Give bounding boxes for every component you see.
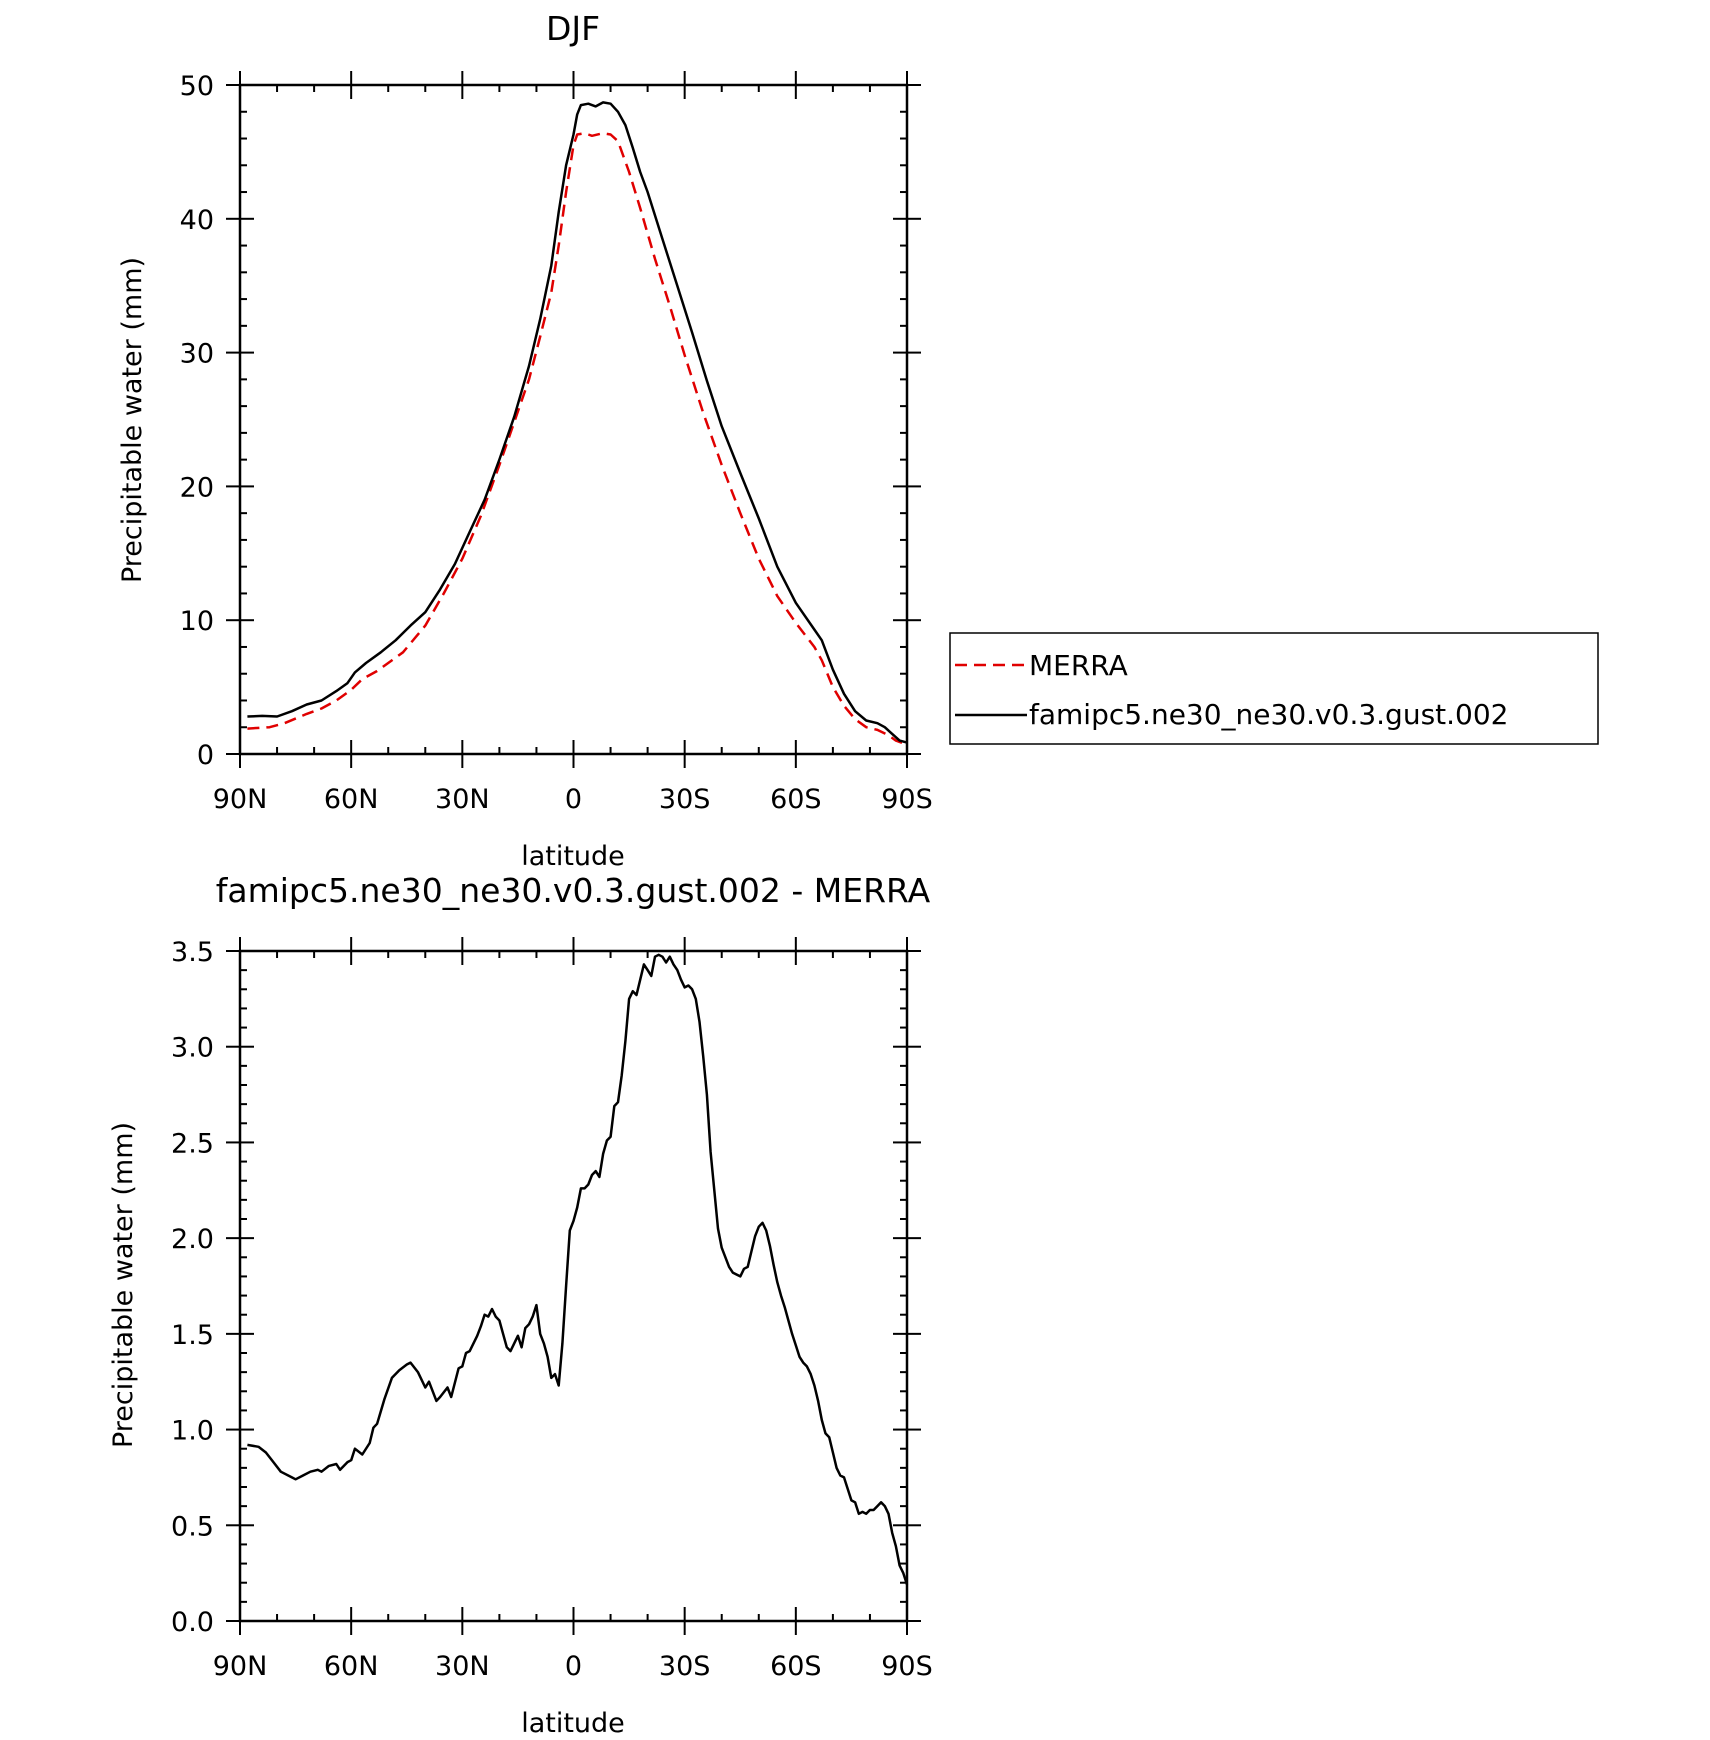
x-tick-label: 30S bbox=[659, 784, 711, 815]
y-tick-label: 2.0 bbox=[171, 1224, 214, 1255]
x-tick-label: 60N bbox=[324, 1651, 379, 1682]
y-tick-label: 50 bbox=[180, 71, 214, 102]
x-tick-label: 0 bbox=[565, 1651, 582, 1682]
legend-label-model: famipc5.ne30_ne30.v0.3.gust.002 bbox=[1029, 698, 1509, 731]
y-tick-label: 10 bbox=[180, 606, 214, 637]
y-tick-label: 3.5 bbox=[171, 937, 214, 968]
y-tick-label: 2.5 bbox=[171, 1128, 214, 1159]
series-lines bbox=[247, 101, 908, 746]
x-tick-label: 60S bbox=[770, 784, 822, 815]
x-tick-labels: 90N 60N 30N 0 30S 60S 90S bbox=[213, 1651, 933, 1682]
series-line-famipc5-ne30-ne30-v0-3-gust-002 bbox=[247, 101, 908, 744]
axis-ticks bbox=[226, 937, 921, 1635]
x-tick-label: 30S bbox=[659, 1651, 711, 1682]
y-tick-label: 0.5 bbox=[171, 1511, 214, 1542]
panel-title: DJF bbox=[546, 9, 600, 48]
x-tick-label: 30N bbox=[435, 1651, 490, 1682]
axis-ticks bbox=[226, 71, 921, 768]
y-tick-label: 0 bbox=[197, 740, 214, 771]
y-tick-label: 0.0 bbox=[171, 1607, 214, 1638]
y-tick-label: 3.0 bbox=[171, 1033, 214, 1064]
y-tick-labels: 0 10 20 30 40 50 bbox=[180, 71, 214, 771]
y-tick-label: 20 bbox=[180, 472, 214, 503]
x-tick-label: 60N bbox=[324, 784, 379, 815]
x-tick-label: 90N bbox=[213, 1651, 268, 1682]
series-line-merra bbox=[247, 131, 908, 746]
x-tick-label: 90N bbox=[213, 784, 268, 815]
series-lines bbox=[247, 953, 909, 1585]
x-tick-label: 90S bbox=[881, 784, 933, 815]
plot-frame bbox=[238, 949, 909, 1623]
panel-title: famipc5.ne30_ne30.v0.3.gust.002 - MERRA bbox=[216, 871, 931, 910]
x-axis-label: latitude bbox=[521, 1708, 625, 1739]
y-tick-labels: 0.0 0.5 1.0 1.5 2.0 2.5 3.0 3.5 bbox=[171, 937, 214, 1638]
x-tick-label: 60S bbox=[770, 1651, 822, 1682]
djf-panel: DJF 90N 60N 30N 0 30S 60S 90S 0 10 20 30 40 50 lati… bbox=[117, 9, 933, 872]
legend-label-merra: MERRA bbox=[1029, 649, 1128, 682]
y-tick-label: 1.5 bbox=[171, 1320, 214, 1351]
series-line-difference bbox=[247, 953, 909, 1585]
legend: MERRA famipc5.ne30_ne30.v0.3.gust.002 bbox=[949, 632, 1599, 745]
difference-panel: famipc5.ne30_ne30.v0.3.gust.002 - MERRA … bbox=[108, 871, 933, 1739]
plot-frame bbox=[238, 83, 909, 756]
x-axis-label: latitude bbox=[521, 841, 625, 872]
y-axis-label: Precipitable water (mm) bbox=[117, 257, 148, 583]
y-axis-label: Precipitable water (mm) bbox=[108, 1122, 139, 1448]
x-tick-label: 30N bbox=[435, 784, 490, 815]
y-tick-label: 1.0 bbox=[171, 1416, 214, 1447]
y-tick-label: 30 bbox=[180, 339, 214, 370]
x-tick-label: 90S bbox=[881, 1651, 933, 1682]
x-tick-label: 0 bbox=[565, 784, 582, 815]
legend-box bbox=[949, 632, 1599, 745]
x-tick-labels: 90N 60N 30N 0 30S 60S 90S bbox=[213, 784, 933, 815]
y-tick-label: 40 bbox=[180, 205, 214, 236]
